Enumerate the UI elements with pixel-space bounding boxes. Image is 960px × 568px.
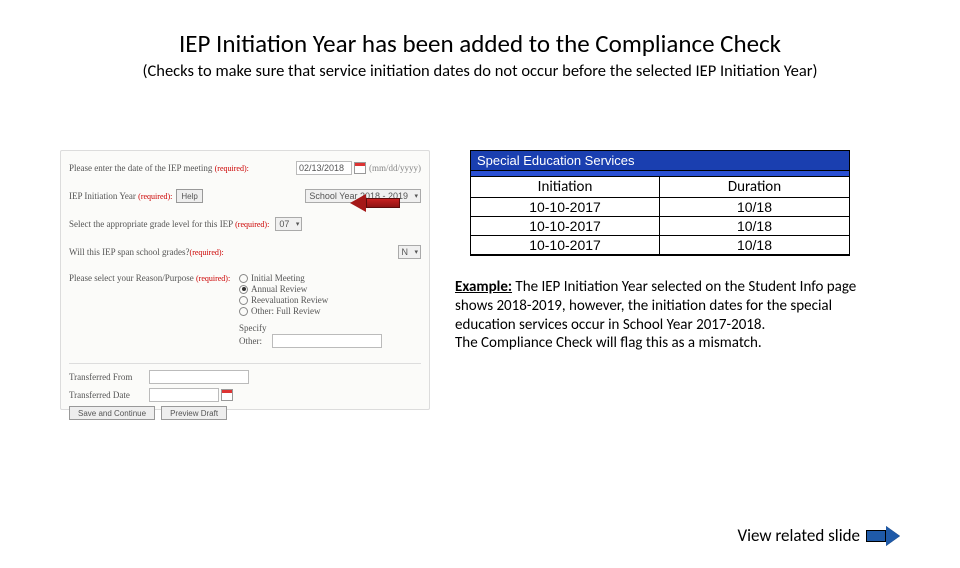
footer-link-text: View related slide bbox=[737, 525, 860, 546]
calendar-icon[interactable] bbox=[354, 162, 366, 174]
specify-row: Specify bbox=[239, 323, 382, 333]
reason-radio-group: Initial Meeting Annual Review Reevaluati… bbox=[239, 273, 382, 349]
table-cell: 10/18 bbox=[660, 217, 849, 236]
table-cell: 10/18 bbox=[660, 198, 849, 217]
transferred-date-label: Transferred Date bbox=[69, 390, 149, 400]
example-text: Example: The IEP Initiation Year selecte… bbox=[455, 278, 870, 353]
calendar-icon[interactable] bbox=[221, 389, 233, 401]
reason-option[interactable]: Reevaluation Review bbox=[239, 295, 382, 305]
save-button[interactable]: Save and Continue bbox=[69, 406, 155, 420]
red-arrow-icon bbox=[350, 194, 400, 212]
divider bbox=[69, 363, 421, 364]
span-label: Will this IEP span school grades?(requir… bbox=[69, 247, 224, 257]
services-table-header: Special Education Services bbox=[471, 151, 849, 171]
services-table: Special Education Services Initiation Du… bbox=[470, 150, 850, 256]
meeting-date-label: Please enter the date of the IEP meeting… bbox=[69, 163, 249, 173]
other-row: Other: bbox=[239, 334, 382, 348]
iep-form-panel: Please enter the date of the IEP meeting… bbox=[60, 150, 430, 410]
init-year-label: IEP Initiation Year (required): bbox=[69, 191, 172, 201]
transferred-from-label: Transferred From bbox=[69, 372, 149, 382]
reason-option[interactable]: Annual Review bbox=[239, 284, 382, 294]
transferred-date-input[interactable] bbox=[149, 388, 219, 402]
column-header: Initiation bbox=[471, 177, 660, 198]
preview-button[interactable]: Preview Draft bbox=[161, 406, 227, 420]
reason-label: Please select your Reason/Purpose (requi… bbox=[69, 273, 239, 283]
meeting-date-input[interactable]: 02/13/2018 bbox=[296, 161, 352, 175]
example-label: Example: bbox=[455, 278, 512, 296]
date-format-hint: (mm/dd/yyyy) bbox=[369, 163, 421, 173]
reason-option[interactable]: Other: Full Review bbox=[239, 306, 382, 316]
nav-arrow-icon bbox=[866, 526, 900, 546]
transferred-from-input[interactable] bbox=[149, 370, 249, 384]
grade-label: Select the appropriate grade level for t… bbox=[69, 219, 269, 229]
table-cell: 10-10-2017 bbox=[471, 198, 660, 217]
table-cell: 10-10-2017 bbox=[471, 217, 660, 236]
page-title: IEP Initiation Year has been added to th… bbox=[0, 28, 960, 59]
help-button[interactable]: Help bbox=[176, 189, 202, 203]
reason-option[interactable]: Initial Meeting bbox=[239, 273, 382, 283]
page-subtitle: (Checks to make sure that service initia… bbox=[0, 61, 960, 81]
span-select[interactable]: N bbox=[398, 245, 422, 259]
table-cell: 10-10-2017 bbox=[471, 236, 660, 255]
other-input[interactable] bbox=[272, 334, 382, 348]
column-header: Duration bbox=[660, 177, 849, 198]
table-cell: 10/18 bbox=[660, 236, 849, 255]
view-related-slide-link[interactable]: View related slide bbox=[737, 525, 900, 546]
grade-select[interactable]: 07 bbox=[275, 217, 302, 231]
